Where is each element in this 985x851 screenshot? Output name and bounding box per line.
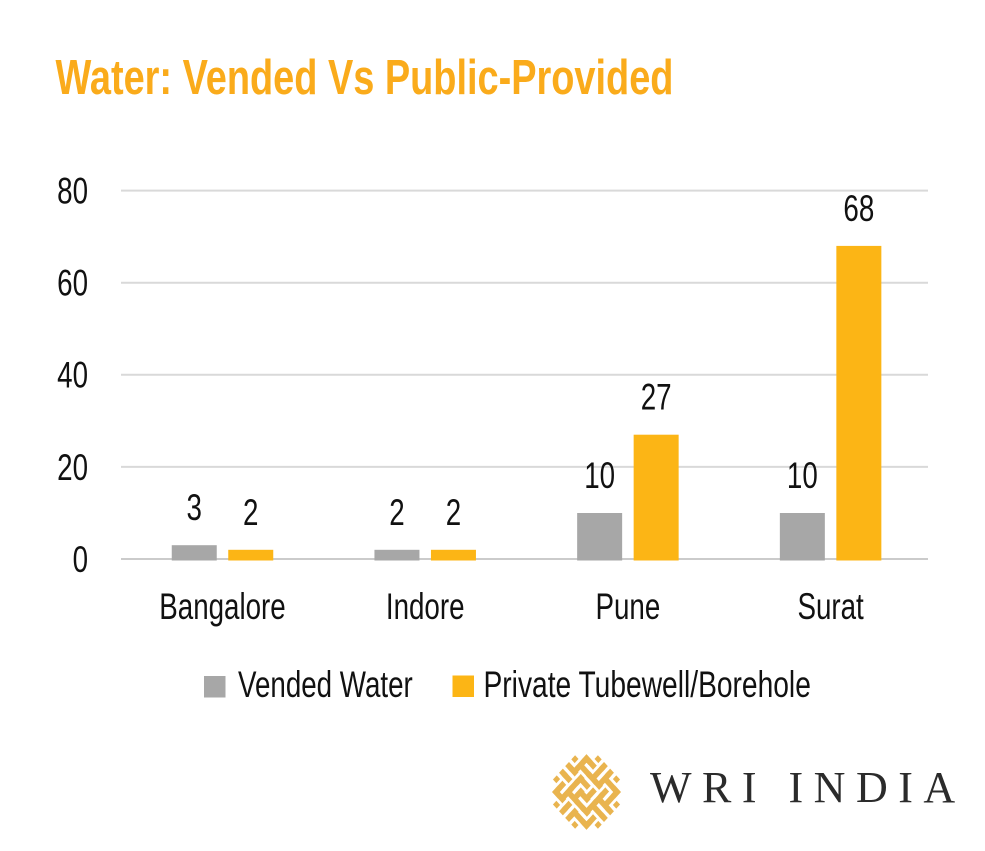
svg-text:Vended Water: Vended Water [238,663,413,705]
svg-text:60: 60 [57,262,88,304]
svg-text:27: 27 [641,376,672,418]
svg-text:2: 2 [389,491,404,533]
svg-text:68: 68 [843,187,874,229]
svg-text:Private Tubewell/Borehole: Private Tubewell/Borehole [484,663,811,705]
svg-text:80: 80 [57,169,88,211]
svg-text:0: 0 [73,538,88,580]
svg-text:3: 3 [187,486,202,528]
svg-text:Bangalore: Bangalore [159,585,285,627]
svg-text:2: 2 [446,491,461,533]
svg-text:10: 10 [584,454,615,496]
svg-text:Indore: Indore [386,585,465,627]
svg-text:20: 20 [57,446,88,488]
svg-text:Water: Vended Vs Public-Provid: Water: Vended Vs Public-Provided [56,50,674,105]
svg-text:10: 10 [787,454,818,496]
svg-text:2: 2 [243,491,258,533]
svg-text:Pune: Pune [596,585,661,627]
svg-text:WRI INDIA: WRI INDIA [650,763,966,812]
svg-text:40: 40 [57,354,88,396]
svg-text:Surat: Surat [797,585,863,627]
